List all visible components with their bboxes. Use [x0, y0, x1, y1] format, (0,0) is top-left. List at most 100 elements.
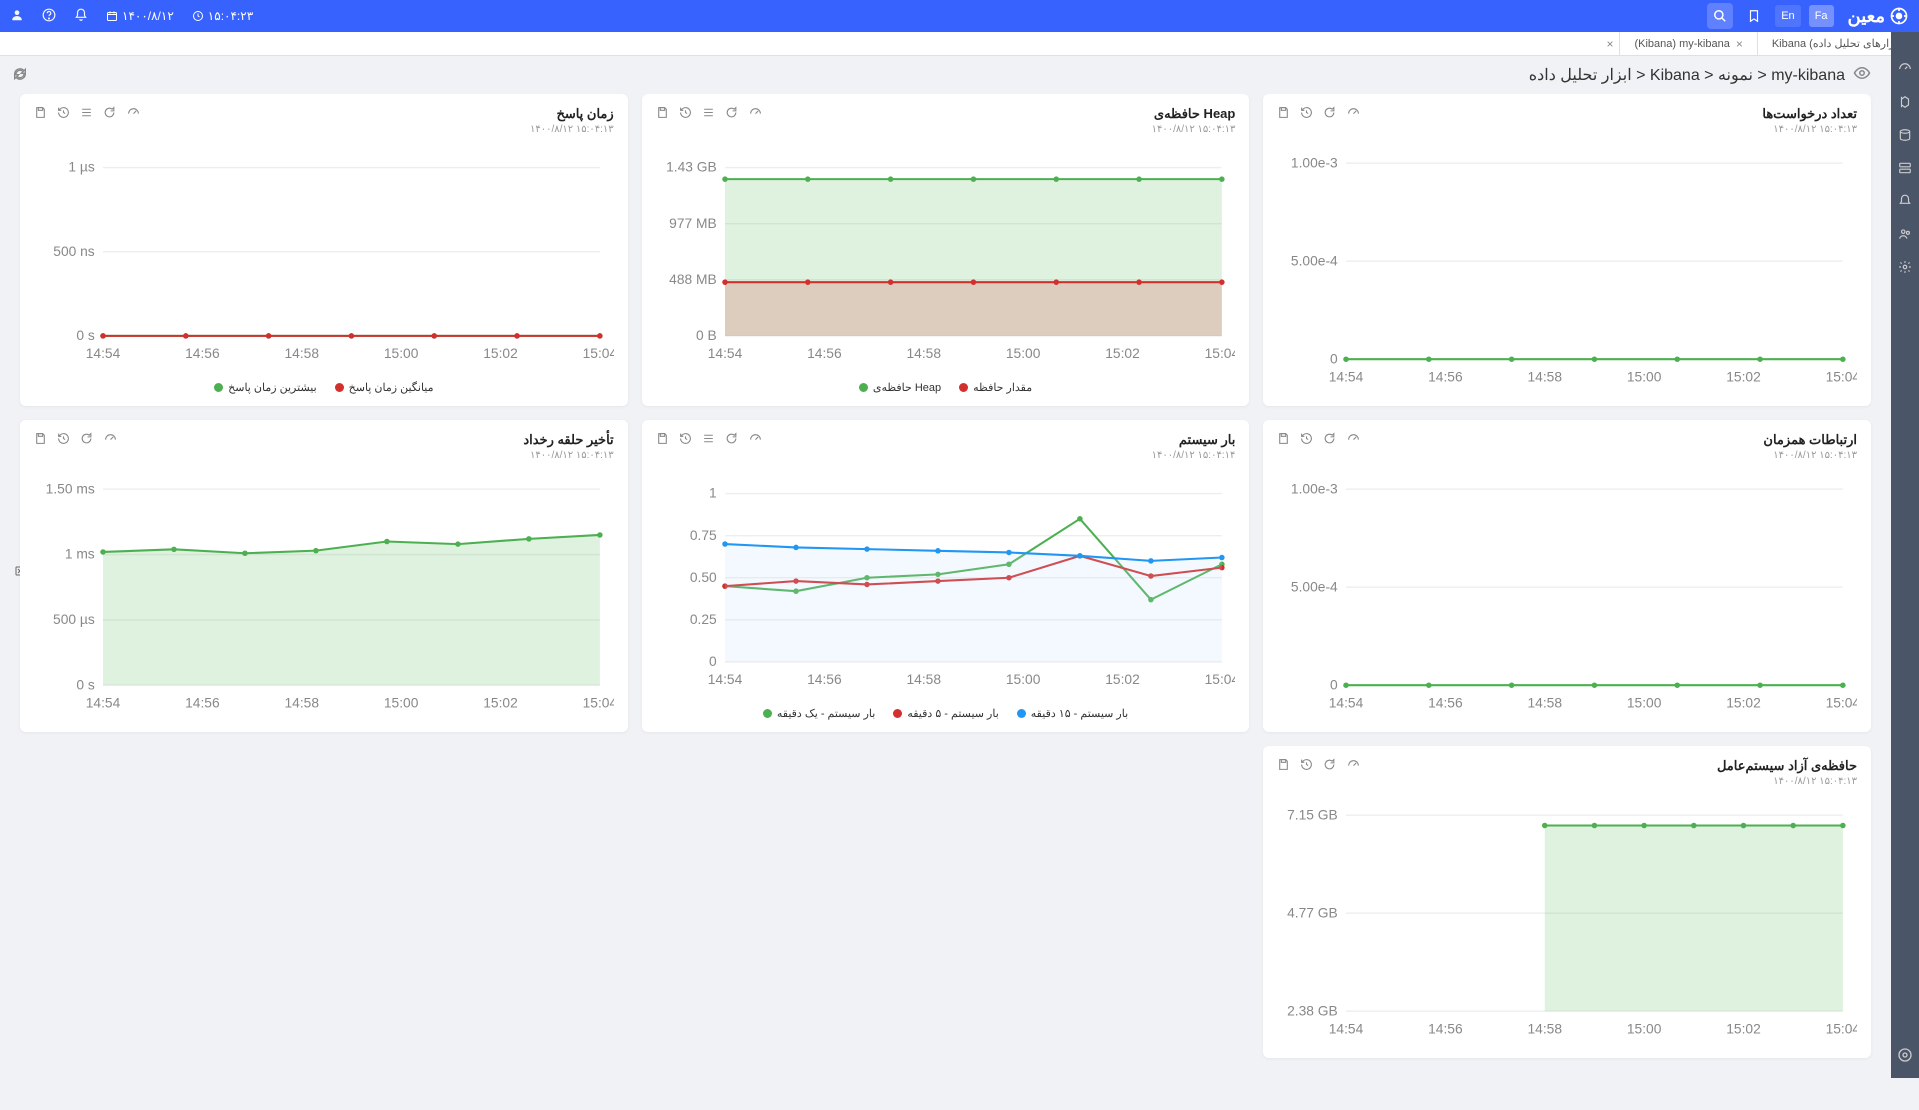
card-save-icon[interactable]: [656, 106, 669, 122]
legend-item: بار سیستم - ۱۵ دقیقه: [1017, 707, 1128, 720]
logo[interactable]: معین: [1848, 6, 1909, 27]
svg-text:0: 0: [709, 654, 717, 669]
card-timestamp: ۱۴۰۰/۸/۱۲ ۱۵:۰۴:۱۳: [1763, 450, 1857, 461]
card-save-icon[interactable]: [1277, 758, 1290, 774]
legend-item: میانگین زمان پاسخ: [335, 381, 434, 394]
svg-text:14:58: 14:58: [1528, 695, 1563, 710]
svg-text:2.38 GB: 2.38 GB: [1287, 1003, 1338, 1018]
card-history-icon[interactable]: [1300, 432, 1313, 448]
legend-item: مقدار حافظه: [959, 381, 1032, 394]
rail-db-icon[interactable]: [1898, 128, 1912, 145]
svg-text:15:04: 15:04: [1204, 346, 1235, 361]
svg-text:15:00: 15:00: [384, 695, 419, 710]
card-refresh-icon[interactable]: [103, 106, 116, 122]
tab1-close-inner[interactable]: ×: [1736, 37, 1743, 51]
tab1-label: (Kibana) my-kibana: [1634, 38, 1729, 50]
rail-bottom-icon[interactable]: [1897, 1047, 1913, 1066]
card-save-icon[interactable]: [1277, 106, 1290, 122]
card-speed-icon[interactable]: [1346, 106, 1361, 122]
legend-item: بار سیستم - ۵ دقیقه: [893, 707, 998, 720]
svg-text:14:56: 14:56: [807, 346, 842, 361]
rail-gear-icon[interactable]: [1898, 260, 1912, 277]
card-list-icon[interactable]: [80, 106, 93, 122]
card-timestamp: ۱۴۰۰/۸/۱۲ ۱۵:۰۴:۱۳: [1152, 124, 1236, 135]
svg-text:14:54: 14:54: [86, 695, 121, 710]
lang-fa[interactable]: Fa: [1809, 5, 1834, 27]
svg-text:15:04: 15:04: [583, 346, 614, 361]
card-save-icon[interactable]: [34, 106, 47, 122]
card-history-icon[interactable]: [679, 106, 692, 122]
card-osmem: حافظه‌ی آزاد سیستم‌عامل ۱۴۰۰/۸/۱۲ ۱۵:۰۴:۱…: [1263, 746, 1871, 1058]
rail-scale-icon[interactable]: [1898, 95, 1912, 112]
card-list-icon[interactable]: [702, 432, 715, 448]
card-history-icon[interactable]: [1300, 106, 1313, 122]
rail-dashboard-icon[interactable]: [1898, 62, 1912, 79]
refresh-icon[interactable]: [12, 66, 28, 85]
card-title: تعداد درخواست‌ها: [1762, 106, 1857, 122]
card-refresh-icon[interactable]: [725, 432, 738, 448]
card-speed-icon[interactable]: [103, 432, 118, 448]
card-speed-icon[interactable]: [1346, 758, 1361, 774]
date-text: ۱۴۰۰/۸/۱۲: [122, 9, 174, 23]
svg-text:488 MB: 488 MB: [669, 272, 717, 287]
card-history-icon[interactable]: [57, 106, 70, 122]
card-title: حافظه‌ی آزاد سیستم‌عامل: [1717, 758, 1857, 774]
tab-mykibana[interactable]: (Kibana) my-kibana ×: [1619, 32, 1756, 55]
rail-bell-icon[interactable]: [1898, 194, 1912, 211]
svg-text:15:00: 15:00: [1006, 672, 1041, 687]
card-save-icon[interactable]: [34, 432, 47, 448]
svg-text:977 MB: 977 MB: [669, 216, 717, 231]
card-timestamp: ۱۴۰۰/۸/۱۲ ۱۵:۰۴:۱۳: [1717, 776, 1857, 787]
svg-text:15:04: 15:04: [583, 695, 614, 710]
card-timestamp: ۱۴۰۰/۸/۱۲ ۱۵:۰۴:۱۳: [1762, 124, 1857, 135]
bell-icon[interactable]: [74, 8, 88, 25]
legend-label: بار سیستم - یک دقیقه: [777, 707, 875, 720]
card-title: حافظه‌ی Heap: [1152, 106, 1236, 122]
chart-area: 0 s500 µs1 ms1.50 ms14:5414:5614:5815:00…: [34, 471, 614, 720]
svg-text:15:02: 15:02: [1105, 672, 1140, 687]
svg-text:0 s: 0 s: [76, 677, 95, 692]
svg-text:14:56: 14:56: [1428, 1021, 1463, 1036]
card-eventloop: تأخیر حلقه رخداد۱۴۰۰/۸/۱۲ ۱۵:۰۴:۱۳0 s500…: [20, 420, 628, 732]
card-history-icon[interactable]: [679, 432, 692, 448]
help-icon[interactable]: [42, 8, 56, 25]
legend-item: بیشترین زمان پاسخ: [214, 381, 317, 394]
svg-text:0 s: 0 s: [76, 328, 95, 343]
card-title: ارتباطات همزمان: [1763, 432, 1857, 448]
legend-label: بیشترین زمان پاسخ: [228, 381, 317, 394]
card-save-icon[interactable]: [656, 432, 669, 448]
card-history-icon[interactable]: [1300, 758, 1313, 774]
chart-area: 05.00e-41.00e-314:5414:5614:5815:0015:02…: [1277, 471, 1857, 720]
card-history-icon[interactable]: [57, 432, 70, 448]
svg-text:14:58: 14:58: [906, 346, 941, 361]
card-speed-icon[interactable]: [748, 432, 763, 448]
bookmark-icon[interactable]: [1741, 3, 1767, 29]
eye-icon[interactable]: [1853, 64, 1871, 87]
user-icon[interactable]: [10, 8, 24, 25]
svg-text:15:04: 15:04: [1826, 695, 1857, 710]
lang-en[interactable]: En: [1775, 5, 1800, 27]
rail-server-icon[interactable]: [1898, 161, 1912, 178]
time-text: ۱۵:۰۴:۲۳: [208, 9, 253, 23]
card-refresh-icon[interactable]: [80, 432, 93, 448]
card-refresh-icon[interactable]: [1323, 432, 1336, 448]
card-title: بار سیستم: [1152, 432, 1236, 448]
legend-label: میانگین زمان پاسخ: [349, 381, 434, 394]
card-refresh-icon[interactable]: [1323, 758, 1336, 774]
card-speed-icon[interactable]: [1346, 432, 1361, 448]
card-refresh-icon[interactable]: [1323, 106, 1336, 122]
search-button[interactable]: [1707, 3, 1733, 29]
card-save-icon[interactable]: [1277, 432, 1290, 448]
legend-item: بار سیستم - یک دقیقه: [763, 707, 875, 720]
breadcrumb-bar: ابزار تحلیل داده > Kibana > نمونه > my-k…: [0, 56, 1891, 94]
rail-users-icon[interactable]: [1898, 227, 1912, 244]
tab1-close[interactable]: ×: [1600, 37, 1619, 51]
svg-text:0: 0: [1330, 677, 1338, 692]
card-refresh-icon[interactable]: [725, 106, 738, 122]
card-speed-icon[interactable]: [748, 106, 763, 122]
card-title: زمان پاسخ: [530, 106, 614, 122]
card-speed-icon[interactable]: [126, 106, 141, 122]
card-list-icon[interactable]: [702, 106, 715, 122]
svg-text:4.77 GB: 4.77 GB: [1287, 905, 1338, 920]
svg-text:15:04: 15:04: [1204, 672, 1235, 687]
